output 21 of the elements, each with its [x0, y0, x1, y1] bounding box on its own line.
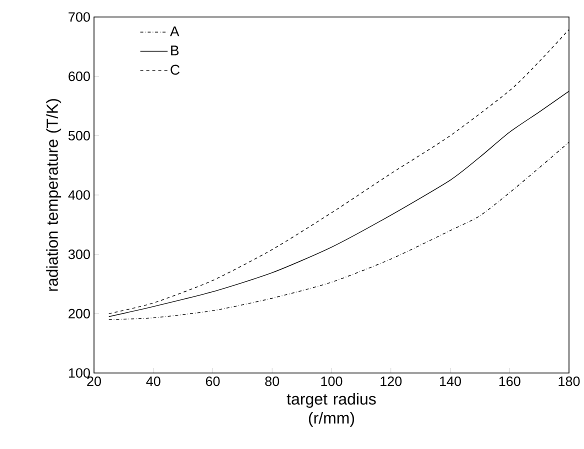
x-tick-label: 40: [146, 376, 160, 386]
x-tick-label: 20: [87, 376, 101, 386]
y-tick-label: 100: [68, 368, 90, 378]
y-tick-label: 500: [68, 130, 90, 140]
x-tick-label: 180: [558, 376, 580, 386]
y-tick-label: 700: [68, 12, 90, 22]
y-tick-label: 400: [68, 190, 90, 200]
x-tick-label: 160: [499, 376, 520, 386]
x-tick-label: 60: [206, 376, 220, 386]
legend-label: C: [170, 64, 180, 75]
y-tick-label: 600: [68, 72, 90, 82]
y-tick-label: 200: [68, 308, 90, 318]
x-tick-label: 80: [265, 376, 280, 386]
x-tick-label: 120: [380, 376, 402, 386]
legend-label: B: [171, 46, 179, 56]
x-axis-title: target radius (r/mm): [286, 392, 376, 427]
y-tick-label: 300: [68, 250, 90, 260]
legend-label: A: [170, 26, 180, 36]
x-tick-label: 140: [440, 376, 461, 386]
x-tick-label: 100: [321, 376, 342, 386]
y-axis-title: radiation temperature (T/K): [46, 99, 62, 291]
